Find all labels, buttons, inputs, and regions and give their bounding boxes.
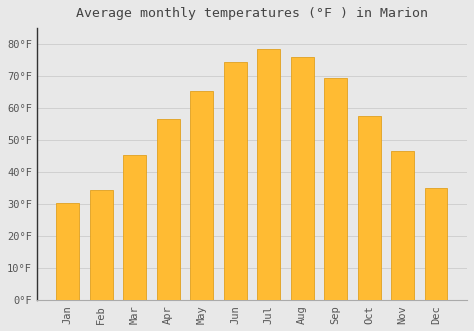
Bar bbox=[157, 119, 180, 301]
Bar bbox=[425, 188, 447, 301]
Bar bbox=[123, 155, 146, 301]
Bar bbox=[324, 78, 347, 301]
Bar bbox=[257, 49, 280, 301]
Title: Average monthly temperatures (°F ) in Marion: Average monthly temperatures (°F ) in Ma… bbox=[76, 7, 428, 20]
Bar bbox=[291, 57, 313, 301]
Bar bbox=[90, 190, 113, 301]
Bar bbox=[358, 116, 381, 301]
Bar bbox=[56, 203, 79, 301]
Bar bbox=[391, 151, 414, 301]
Bar bbox=[224, 62, 246, 301]
Bar bbox=[191, 91, 213, 301]
